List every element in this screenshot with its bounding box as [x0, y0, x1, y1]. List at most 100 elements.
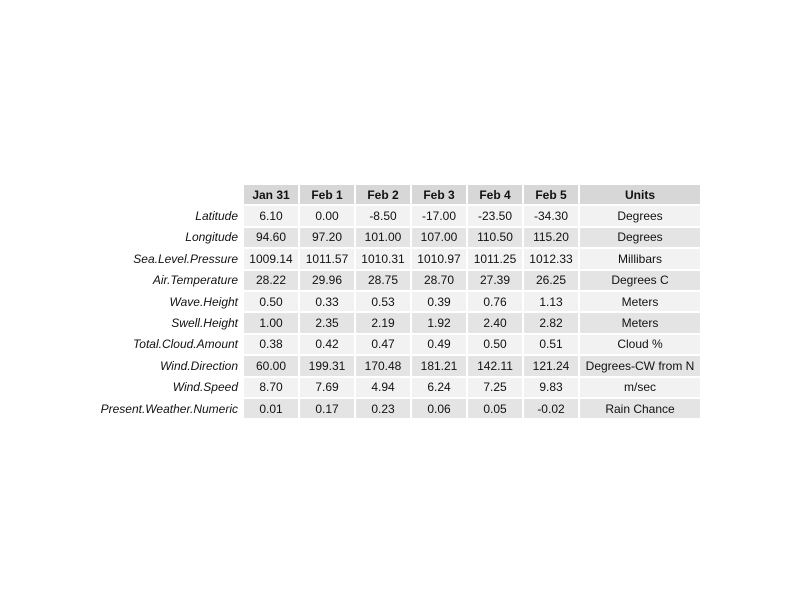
units-cell: Rain Chance [580, 398, 700, 419]
units-cell: Degrees [580, 206, 700, 226]
row-label: Present.Weather.Numeric [100, 401, 238, 416]
corner-cell [94, 185, 242, 204]
table-cell: 2.19 [356, 313, 410, 333]
table-cell: 107.00 [412, 227, 466, 248]
table-cell: 121.24 [524, 356, 578, 376]
table-cell: 170.48 [356, 356, 410, 376]
table-cell: 7.25 [468, 377, 522, 397]
table-cell: 26.25 [524, 270, 578, 290]
row-label: Swell.Height [171, 316, 238, 331]
row-label: Wind.Speed [172, 380, 238, 395]
table-row: Sea.Level.Pressure 1009.14 1011.57 1010.31 1… [94, 249, 700, 269]
table-cell: -8.50 [356, 206, 410, 226]
table-cell: 4.94 [356, 377, 410, 397]
table-cell: 1.13 [524, 291, 578, 312]
table-cell: 1.00 [244, 313, 298, 333]
table-cell: 7.69 [300, 377, 354, 397]
table-cell: 60.00 [244, 356, 298, 376]
table-cell: 101.00 [356, 227, 410, 248]
table-cell: 115.20 [524, 227, 578, 248]
table-cell: -34.30 [524, 206, 578, 226]
table-cell: 28.75 [356, 270, 410, 290]
units-cell: Degrees [580, 227, 700, 248]
table-cell: 0.51 [524, 334, 578, 355]
column-header: Feb 1 [300, 185, 354, 205]
table-row: Wave.Height 0.50 0.33 0.53 0.39 0.76 1.13 Meter… [94, 291, 700, 312]
table-cell: -17.00 [412, 206, 466, 226]
table-cell: 2.82 [524, 313, 578, 333]
table-cell: 8.70 [244, 377, 298, 397]
units-cell: Cloud % [580, 334, 700, 355]
table-cell: 0.53 [356, 291, 410, 312]
table-cell: 28.22 [244, 270, 298, 290]
units-cell: Millibars [580, 249, 700, 269]
row-label: Sea.Level.Pressure [133, 251, 238, 266]
table-row: Air.Temperature 28.22 29.96 28.75 28.70 27.39… [94, 270, 700, 290]
table-cell: 28.70 [412, 270, 466, 290]
table-cell: 9.83 [524, 377, 578, 397]
units-cell: m/sec [580, 377, 700, 397]
table-row: Wind.Direction 60.00 199.31 170.48 181.21 142… [94, 356, 700, 376]
table-cell: 0.06 [412, 398, 466, 419]
table-cell: -23.50 [468, 206, 522, 226]
column-header: Feb 3 [412, 185, 466, 205]
table-cell: 1012.33 [524, 249, 578, 269]
units-cell: Degrees C [580, 270, 700, 290]
table-cell: 0.05 [468, 398, 522, 419]
table-cell: 1009.14 [244, 249, 298, 269]
row-label: Wind.Direction [160, 358, 238, 373]
table-row: Total.Cloud.Amount 0.38 0.42 0.47 0.49 0.50 0.… [94, 334, 700, 355]
table-cell: 110.50 [468, 227, 522, 248]
column-header: Feb 2 [356, 185, 410, 205]
table-cell: 2.35 [300, 313, 354, 333]
table-cell: 0.49 [412, 334, 466, 355]
table-cell: 0.50 [468, 334, 522, 355]
table-cell: 0.17 [300, 398, 354, 419]
table-cell: 0.23 [356, 398, 410, 419]
table-cell: 6.24 [412, 377, 466, 397]
table-cell: 0.33 [300, 291, 354, 312]
table-cell: 97.20 [300, 227, 354, 248]
table-cell: 0.38 [244, 334, 298, 355]
table-row: Present.Weather.Numeric 0.01 0.17 0.23 0.06 0… [94, 398, 700, 419]
table-cell: 1011.57 [300, 249, 354, 269]
units-cell: Meters [580, 313, 700, 333]
table-cell: 6.10 [244, 206, 298, 226]
row-label: Wave.Height [169, 294, 238, 309]
table-cell: -0.02 [524, 398, 578, 419]
table-cell: 0.47 [356, 334, 410, 355]
table-cell: 0.01 [244, 398, 298, 419]
table-cell: 1.92 [412, 313, 466, 333]
table-row: Wind.Speed 8.70 7.69 4.94 6.24 7.25 9.83 m/sec [94, 377, 700, 397]
weather-table: Jan 31 Feb 1 Feb 2 Feb 3 Feb 4 Feb 5 Uni… [92, 183, 702, 420]
units-cell: Meters [580, 291, 700, 312]
table-cell: 199.31 [300, 356, 354, 376]
table-cell: 1010.31 [356, 249, 410, 269]
table-row: Swell.Height 1.00 2.35 2.19 1.92 2.40 2.82 Mete… [94, 313, 700, 333]
column-header: Feb 4 [468, 185, 522, 205]
table-cell: 1011.25 [468, 249, 522, 269]
table-row: Longitude 94.60 97.20 101.00 107.00 110.50 115… [94, 227, 700, 248]
table-cell: 0.76 [468, 291, 522, 312]
table-cell: 142.11 [468, 356, 522, 376]
table-cell: 1010.97 [412, 249, 466, 269]
table-body: Latitude 6.10 0.00 -8.50 -17.00 -23.50 -34.30 D… [94, 206, 700, 419]
table-cell: 0.42 [300, 334, 354, 355]
row-label: Air.Temperature [152, 273, 238, 288]
row-label: Latitude [195, 209, 238, 224]
row-label: Longitude [185, 230, 238, 245]
table-cell: 29.96 [300, 270, 354, 290]
table-row: Latitude 6.10 0.00 -8.50 -17.00 -23.50 -34.30 D… [94, 206, 700, 226]
units-cell: Degrees-CW from N [580, 356, 700, 376]
table-cell: 2.40 [468, 313, 522, 333]
table-cell: 0.00 [300, 206, 354, 226]
units-column-header: Units [580, 185, 700, 205]
column-header: Jan 31 [244, 185, 298, 205]
row-label: Total.Cloud.Amount [133, 337, 238, 352]
header-row: Jan 31 Feb 1 Feb 2 Feb 3 Feb 4 Feb 5 Uni… [94, 185, 700, 205]
table-cell: 0.50 [244, 291, 298, 312]
table-cell: 94.60 [244, 227, 298, 248]
table-cell: 0.39 [412, 291, 466, 312]
table-cell: 181.21 [412, 356, 466, 376]
table-cell: 27.39 [468, 270, 522, 290]
